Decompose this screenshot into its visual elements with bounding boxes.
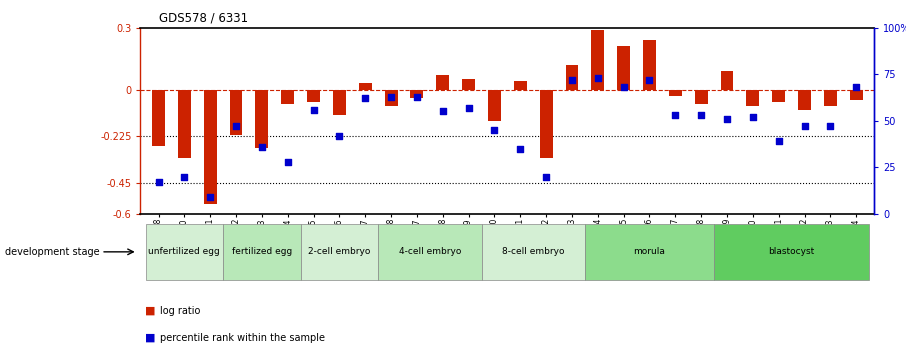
Bar [565,65,578,90]
Bar [146,224,223,280]
Text: morula: morula [633,247,665,256]
Bar [772,90,786,102]
Bar [301,224,378,280]
Bar [378,224,481,280]
Bar [669,90,682,96]
Text: log ratio: log ratio [160,306,201,315]
Bar [720,71,734,90]
Bar [410,90,423,98]
Bar [229,90,243,135]
Point [668,112,682,118]
Point [616,85,631,90]
Point [771,138,786,144]
Text: 4-cell embryo: 4-cell embryo [399,247,461,256]
Point [384,94,399,99]
Text: ■: ■ [145,306,156,315]
Bar [747,90,759,106]
Text: ■: ■ [145,333,156,343]
Bar [359,83,371,90]
Bar [385,90,398,106]
Text: development stage: development stage [5,247,99,257]
Point [513,146,527,151]
Bar [714,224,869,280]
Point [306,107,321,112]
Text: GDS578 / 6331: GDS578 / 6331 [159,11,247,24]
Point [436,109,450,114]
Text: fertilized egg: fertilized egg [232,247,292,256]
Text: 2-cell embryo: 2-cell embryo [308,247,371,256]
Point [824,124,838,129]
Bar [333,90,346,115]
Point [177,174,191,179]
Bar [514,81,526,90]
Point [410,94,424,99]
Bar [255,90,268,148]
Point [591,75,605,81]
Point [203,194,217,200]
Text: 8-cell embryo: 8-cell embryo [502,247,564,256]
Bar [850,90,863,100]
Bar [204,90,217,204]
Point [539,174,554,179]
Point [746,114,760,120]
Bar [643,40,656,90]
Bar [437,75,449,90]
Bar [281,90,294,104]
Point [797,124,812,129]
Point [255,144,269,150]
Bar [798,90,811,110]
Point [151,179,166,185]
Bar [617,46,630,90]
Text: blastocyst: blastocyst [768,247,814,256]
Point [719,116,734,122]
Bar [178,90,191,158]
Point [487,127,502,133]
Point [281,159,295,165]
Bar [592,30,604,90]
Bar [481,224,585,280]
Point [694,112,708,118]
Point [642,77,657,82]
Point [229,124,244,129]
Point [564,77,579,82]
Bar [585,224,714,280]
Point [849,85,863,90]
Text: percentile rank within the sample: percentile rank within the sample [160,333,325,343]
Bar [695,90,708,104]
Bar [462,79,475,90]
Bar [223,224,301,280]
Point [461,105,476,110]
Bar [824,90,837,106]
Point [333,133,347,138]
Bar [488,90,501,121]
Bar [152,90,165,146]
Point [358,96,372,101]
Text: unfertilized egg: unfertilized egg [149,247,220,256]
Bar [540,90,553,158]
Bar [307,90,320,102]
